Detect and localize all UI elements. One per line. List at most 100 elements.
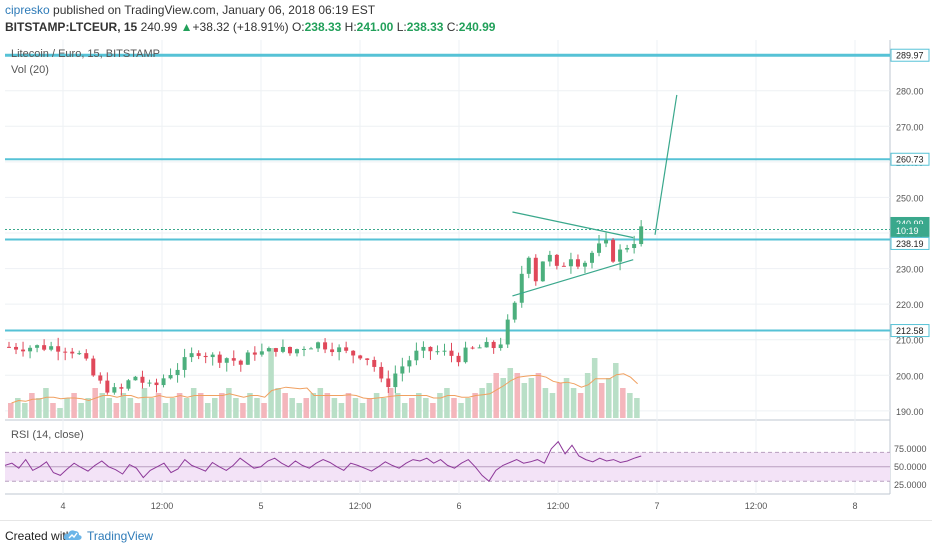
candle-body: [505, 319, 510, 345]
volume-bar: [155, 393, 162, 418]
candle-body: [309, 348, 314, 350]
candle-body: [582, 262, 587, 267]
volume-bar: [521, 383, 528, 418]
volume-bars: [8, 348, 640, 418]
y-tick-label: 250.00: [896, 193, 924, 203]
low-value: 238.33: [406, 20, 444, 34]
candle-body: [435, 351, 440, 353]
candle-body: [379, 366, 384, 379]
volume-bar: [282, 393, 288, 418]
volume-bar: [169, 398, 176, 418]
rsi-line: [4, 440, 642, 482]
candle-body: [407, 360, 412, 367]
candle-body: [400, 366, 405, 374]
volume-bar: [387, 388, 394, 418]
volume-bar: [451, 398, 457, 418]
candle-body: [589, 252, 594, 263]
volume-bar: [423, 398, 429, 418]
volume-legend: Vol (20): [11, 64, 49, 76]
volume-bar: [289, 398, 295, 418]
candle-body: [224, 358, 229, 363]
candle-body: [512, 302, 517, 320]
candle-body: [154, 382, 159, 386]
x-tick-label: 12:00: [547, 501, 570, 511]
volume-bar: [106, 398, 113, 418]
price-label: 238.19: [896, 239, 924, 249]
chart-area[interactable]: 200.00210.00220.00230.00240.00250.00260.…: [0, 40, 932, 520]
price-label: 289.97: [896, 51, 924, 61]
candle-body: [386, 378, 391, 388]
candle-body: [203, 355, 208, 358]
candle-body: [294, 349, 299, 354]
volume-bar: [148, 398, 155, 418]
candle-body: [28, 347, 33, 352]
candle-body: [259, 351, 264, 355]
volume-bar: [78, 403, 84, 418]
x-tick-label: 12:00: [745, 501, 768, 511]
candle-body: [168, 375, 173, 379]
candle-body: [540, 261, 545, 282]
symbol-name: BITSTAMP:LTCEUR, 15: [5, 20, 138, 34]
created-with-text: Created with: [5, 529, 73, 543]
volume-bar: [36, 398, 42, 418]
volume-bar: [352, 398, 359, 418]
candle-body: [35, 345, 40, 348]
rsi-tick-label: 50.0000: [894, 462, 927, 472]
volume-bar: [310, 393, 317, 418]
x-tick-label: 6: [456, 501, 461, 511]
volume-bar: [472, 393, 478, 418]
candle-body: [561, 265, 566, 267]
candle-body: [393, 373, 398, 388]
candle-body: [133, 376, 138, 381]
tradingview-brand-link[interactable]: TradingView: [87, 529, 154, 543]
candle-body: [84, 353, 89, 359]
volume-bar: [233, 398, 239, 418]
candle-body: [302, 348, 307, 350]
candle-body: [14, 346, 19, 350]
volume-bar: [394, 393, 401, 418]
candle-body: [639, 226, 644, 245]
candle-body: [421, 346, 426, 351]
volume-bar: [416, 393, 422, 418]
candle-body: [533, 257, 538, 282]
volume-bar: [120, 393, 127, 418]
price-label-box: [890, 236, 930, 250]
volume-bar: [127, 398, 134, 418]
price-label: 10:19: [896, 226, 919, 236]
volume-bar: [240, 403, 246, 418]
volume-bar: [359, 403, 366, 418]
rsi-tick-label: 25.0000: [894, 480, 927, 490]
candle-body: [484, 341, 489, 348]
y-tick-label: 200.00: [896, 371, 924, 381]
candle-body: [210, 354, 215, 358]
trend-drawings: [512, 94, 678, 297]
volume-bar: [556, 383, 563, 418]
candle-body: [189, 353, 194, 358]
volume-bar: [183, 398, 190, 418]
volume-bar: [247, 393, 253, 418]
volume-bar: [50, 403, 56, 418]
volume-bar: [373, 393, 380, 418]
chart-title: Litecoin / Euro, 15, BITSTAMP: [11, 48, 160, 60]
volume-bar: [465, 398, 471, 418]
volume-bar: [29, 393, 35, 418]
candle-body: [625, 248, 630, 250]
candle-body: [238, 360, 243, 365]
candle-body: [477, 347, 482, 349]
volume-bar: [22, 403, 28, 418]
candle-body: [330, 349, 335, 353]
volume-bar: [563, 378, 570, 418]
low-label: L:: [396, 20, 407, 34]
tradingview-cloud-icon: [63, 530, 82, 540]
volume-bar: [486, 383, 492, 418]
candle-body: [463, 347, 468, 363]
volume-bar: [584, 373, 591, 418]
author-link[interactable]: cipresko: [5, 3, 50, 17]
volume-bar: [212, 398, 218, 418]
candle-body: [280, 346, 285, 352]
candles: [7, 220, 644, 396]
x-tick-label: 4: [60, 501, 65, 511]
volume-bar: [634, 398, 640, 418]
x-tick-label: 12:00: [349, 501, 372, 511]
candle-body: [266, 348, 271, 352]
